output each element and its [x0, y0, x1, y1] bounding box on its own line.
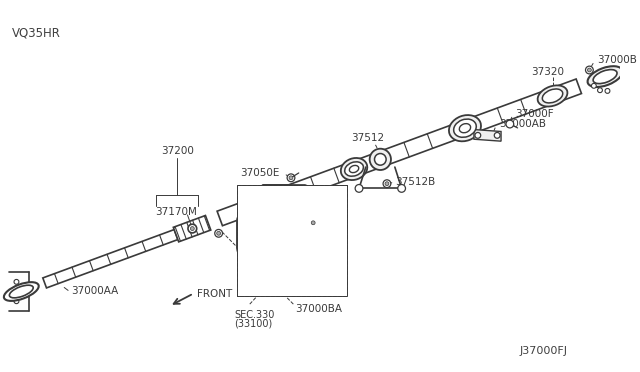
Circle shape	[255, 283, 264, 292]
Circle shape	[300, 229, 323, 252]
Circle shape	[598, 88, 602, 93]
Circle shape	[191, 227, 195, 231]
Circle shape	[397, 185, 406, 192]
Polygon shape	[351, 79, 582, 176]
Text: 37512: 37512	[351, 133, 385, 143]
Circle shape	[383, 180, 391, 187]
Polygon shape	[237, 185, 344, 292]
Circle shape	[311, 221, 315, 225]
Circle shape	[355, 185, 363, 192]
Text: 37170M: 37170M	[156, 207, 197, 217]
Ellipse shape	[4, 282, 38, 301]
Circle shape	[188, 224, 196, 233]
Circle shape	[586, 66, 593, 74]
Text: 37511: 37511	[262, 208, 295, 218]
Polygon shape	[43, 230, 178, 288]
Circle shape	[14, 289, 19, 294]
Polygon shape	[237, 185, 344, 292]
Polygon shape	[173, 215, 211, 242]
Circle shape	[291, 219, 333, 262]
Ellipse shape	[542, 89, 563, 103]
Polygon shape	[237, 185, 347, 296]
Text: 37050E: 37050E	[241, 168, 280, 178]
Text: 37000B: 37000B	[597, 55, 637, 65]
Text: VQ35HR: VQ35HR	[12, 26, 61, 39]
Ellipse shape	[538, 86, 568, 106]
Ellipse shape	[345, 162, 364, 176]
Circle shape	[259, 217, 298, 256]
Text: 37000AB: 37000AB	[499, 119, 546, 129]
Circle shape	[327, 207, 335, 215]
Polygon shape	[474, 129, 501, 141]
Circle shape	[309, 219, 317, 227]
Ellipse shape	[341, 158, 367, 180]
Circle shape	[588, 68, 591, 72]
Ellipse shape	[10, 285, 33, 298]
Text: (33100): (33100)	[234, 318, 273, 328]
Circle shape	[605, 89, 610, 93]
Circle shape	[292, 207, 300, 215]
Circle shape	[215, 230, 223, 237]
Circle shape	[14, 279, 19, 284]
Circle shape	[217, 231, 221, 235]
Circle shape	[307, 235, 317, 245]
Ellipse shape	[588, 66, 623, 87]
Text: 37000BA: 37000BA	[295, 304, 342, 314]
Circle shape	[250, 207, 308, 265]
Circle shape	[475, 132, 481, 138]
Circle shape	[287, 174, 295, 182]
Ellipse shape	[593, 70, 617, 84]
Circle shape	[506, 120, 514, 128]
Ellipse shape	[449, 115, 481, 141]
Text: FRONT: FRONT	[196, 289, 232, 299]
Circle shape	[338, 210, 346, 218]
Circle shape	[289, 176, 293, 180]
Circle shape	[374, 154, 386, 165]
Polygon shape	[217, 162, 356, 226]
Text: 37320: 37320	[531, 67, 564, 77]
Circle shape	[14, 299, 19, 304]
Ellipse shape	[460, 124, 470, 133]
Circle shape	[494, 132, 500, 138]
Ellipse shape	[349, 166, 359, 173]
Text: 37000F: 37000F	[515, 109, 554, 119]
Text: 37200: 37200	[161, 146, 194, 156]
Circle shape	[591, 83, 596, 88]
Text: 37000AA: 37000AA	[71, 286, 118, 296]
Circle shape	[370, 149, 391, 170]
Text: 37000A: 37000A	[263, 234, 303, 244]
Circle shape	[385, 182, 389, 186]
Text: SEC.330: SEC.330	[234, 310, 275, 320]
Ellipse shape	[454, 119, 476, 137]
Circle shape	[271, 229, 287, 244]
Circle shape	[319, 280, 329, 289]
Text: 37512B: 37512B	[395, 177, 435, 187]
Text: J37000FJ: J37000FJ	[520, 346, 568, 356]
